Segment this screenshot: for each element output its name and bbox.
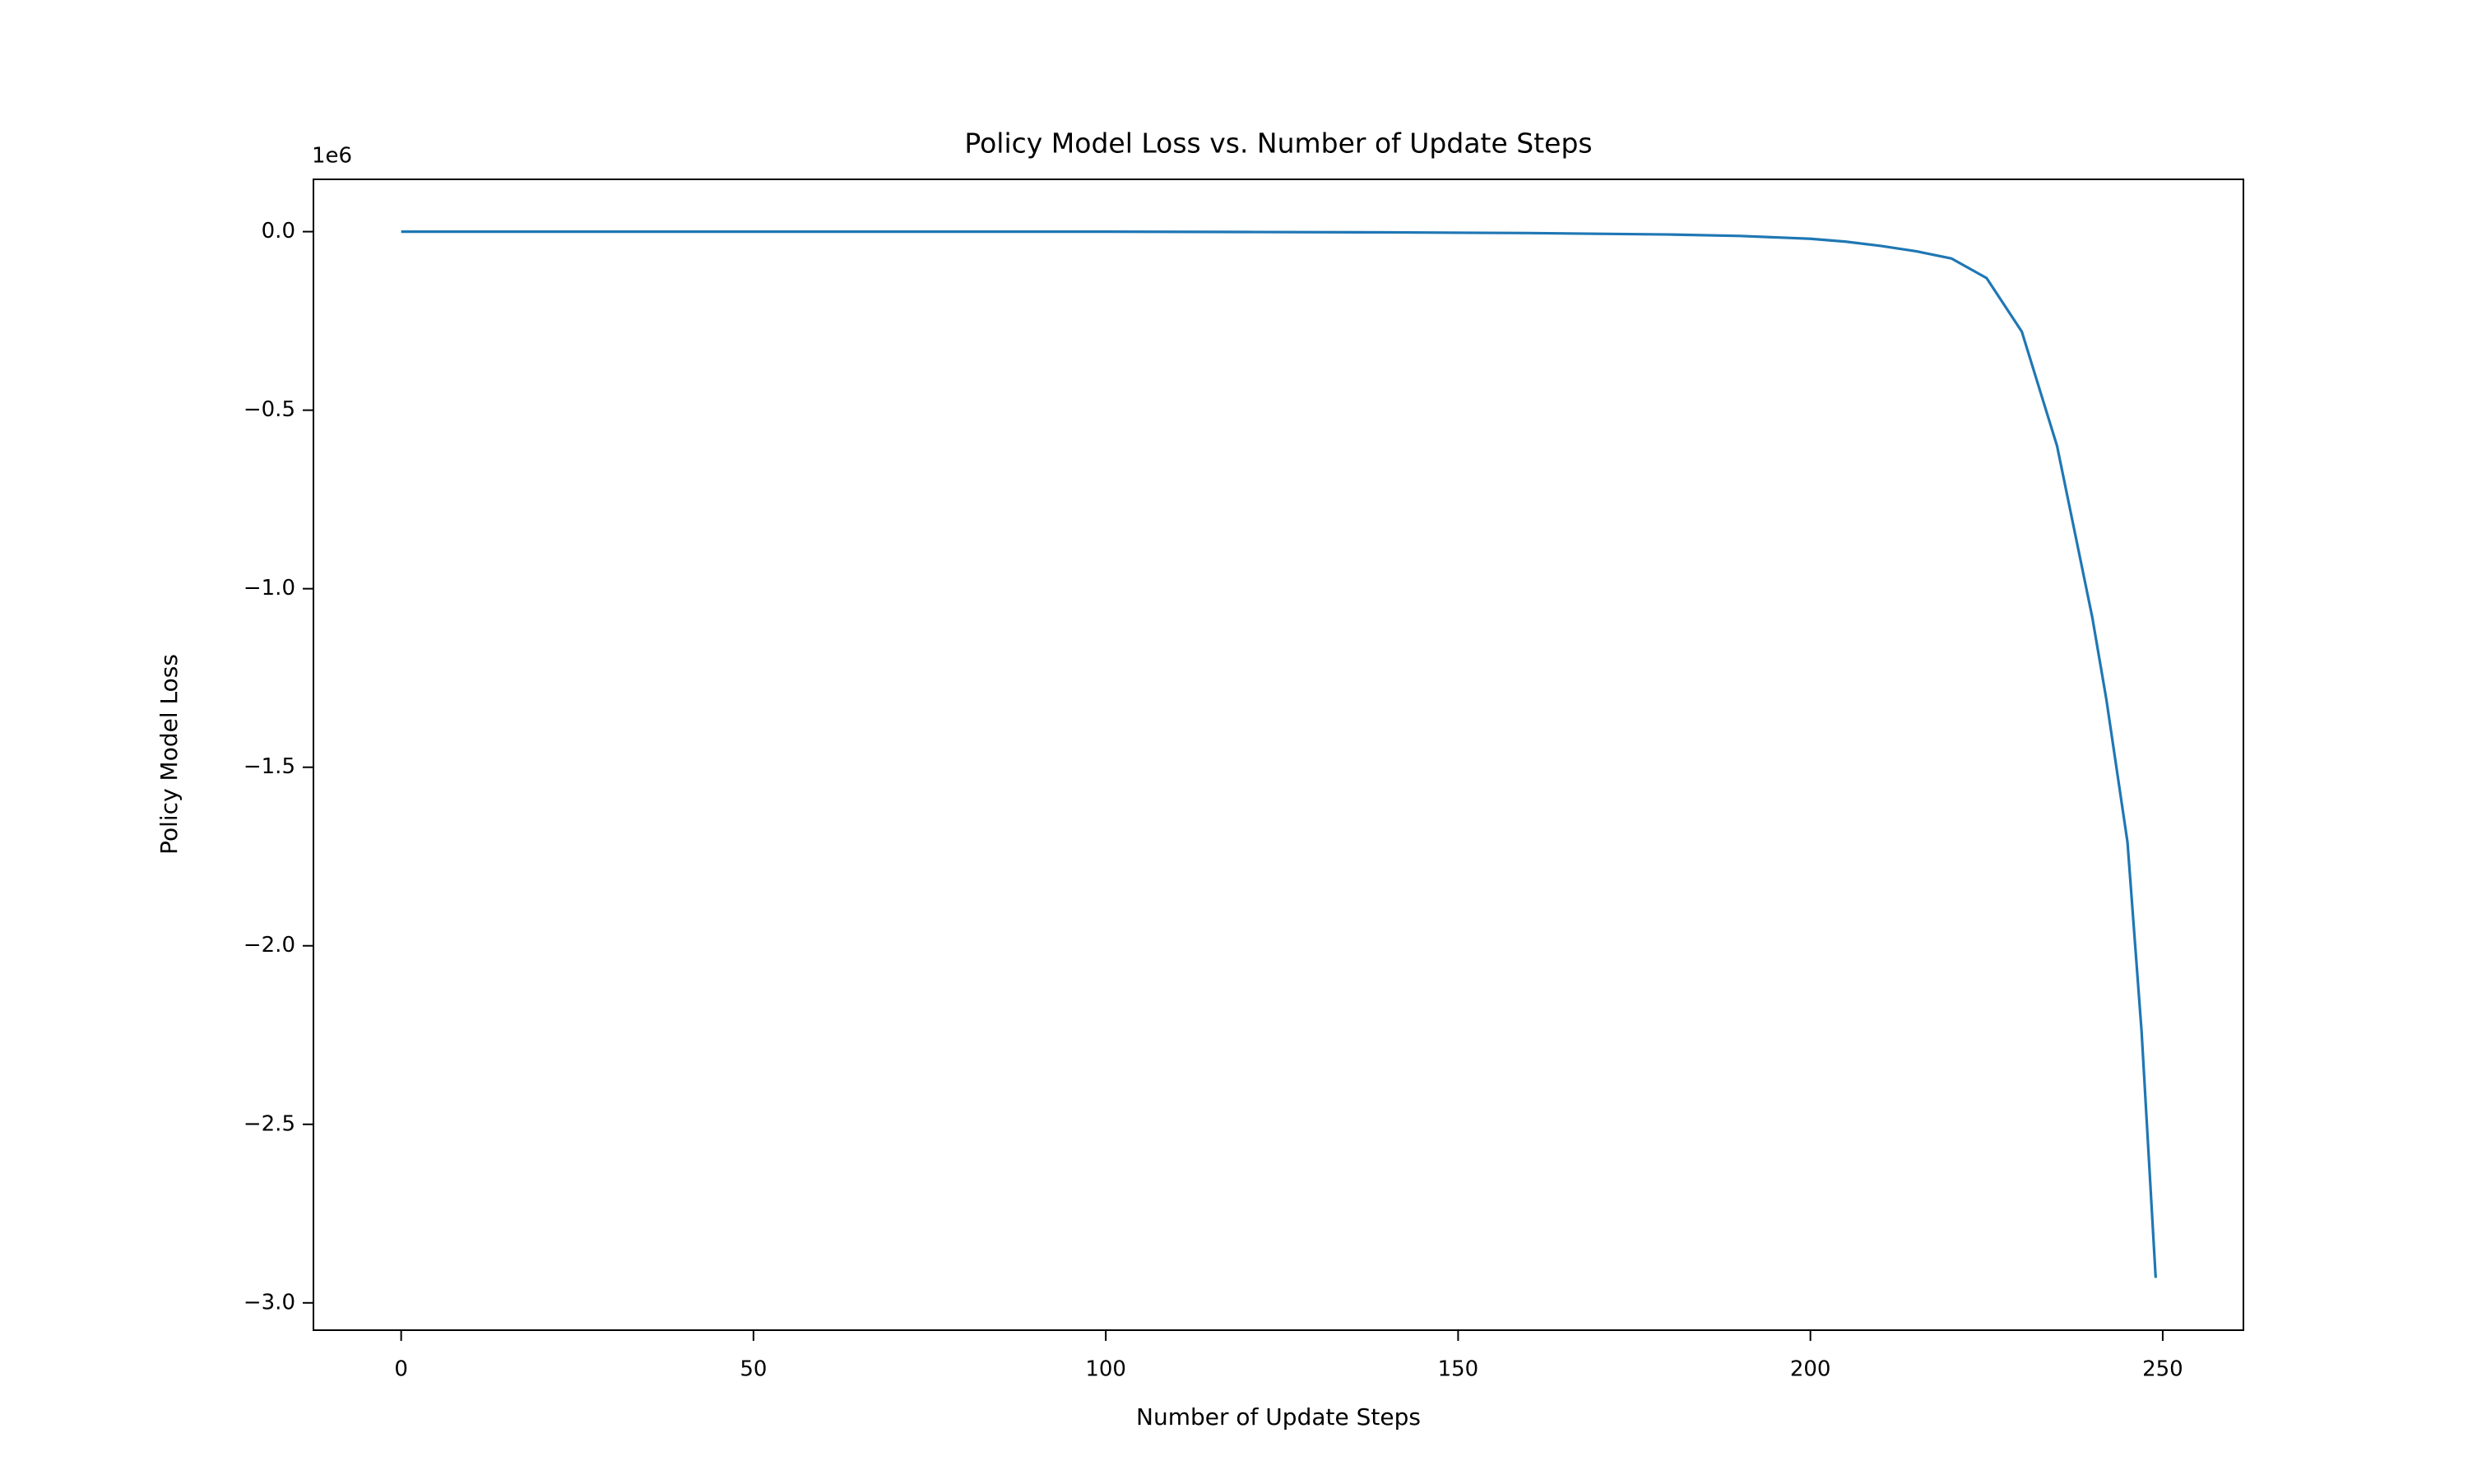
y-tick-label: −1.0 [244,576,295,601]
x-tick-label: 150 [1438,1357,1479,1382]
y-tick-label: −1.5 [244,754,295,779]
x-tick-label: 100 [1085,1357,1126,1382]
x-axis-label: Number of Update Steps [1136,1403,1421,1431]
x-tick-label: 0 [394,1357,408,1382]
y-tick-label: −0.5 [244,397,295,422]
y-tick-label: −2.0 [244,933,295,958]
y-tick-label: −3.0 [244,1290,295,1315]
chart-title: Policy Model Loss vs. Number of Update S… [964,128,1592,160]
x-tick-label: 200 [1790,1357,1831,1382]
data-line [401,230,2157,1278]
plot-frame [313,179,2244,1331]
y-offset-label: 1e6 [312,144,352,169]
y-tick-label: −2.5 [244,1111,295,1136]
y-tick-label: 0.0 [262,219,295,243]
x-tick-label: 50 [740,1357,767,1382]
x-tick-label: 250 [2142,1357,2183,1382]
y-axis-label: Policy Model Loss [155,654,183,855]
